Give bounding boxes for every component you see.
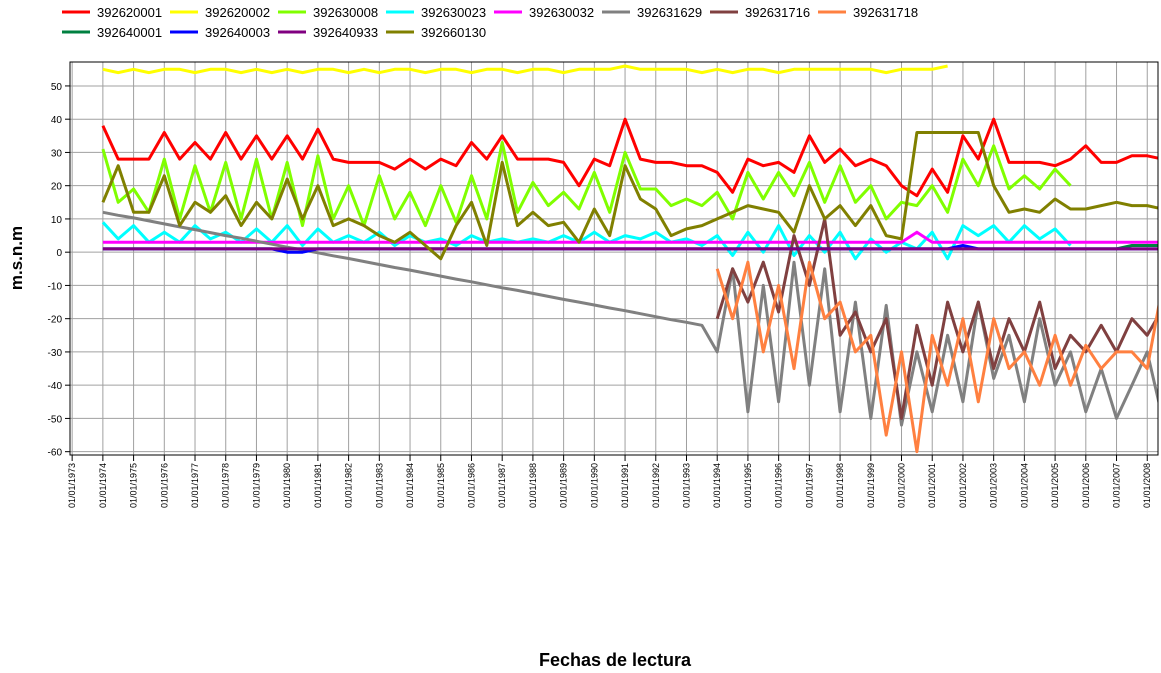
x-tick-label: 01/01/2001 xyxy=(927,463,937,508)
x-tick-label: 01/01/1984 xyxy=(405,463,415,508)
x-tick-label: 01/01/1994 xyxy=(712,463,722,508)
x-tick-label: 01/01/1990 xyxy=(589,463,599,508)
x-tick-label: 01/01/1998 xyxy=(835,463,845,508)
legend-label: 392630032 xyxy=(529,5,594,20)
series-line xyxy=(715,260,1158,454)
legend-label: 392630008 xyxy=(313,5,378,20)
x-tick-label: 01/01/1980 xyxy=(282,463,292,508)
y-tick-label: 0 xyxy=(56,248,62,259)
x-tick-label: 01/01/2007 xyxy=(1112,463,1122,508)
plot-area xyxy=(69,61,1159,456)
x-tick-label: 01/01/1978 xyxy=(221,463,231,508)
legend-label: 392631629 xyxy=(637,5,702,20)
x-tick-label: 01/01/1975 xyxy=(129,463,139,508)
x-tick-label: 01/01/1982 xyxy=(344,463,354,508)
x-tick-label: 01/01/2002 xyxy=(958,463,968,508)
y-tick-label: -10 xyxy=(48,281,63,292)
legend-label: 392620002 xyxy=(205,5,270,20)
x-tick-label: 01/01/1987 xyxy=(497,463,507,508)
y-tick-label: -60 xyxy=(48,448,63,459)
x-tick-label: 01/01/1981 xyxy=(313,463,323,508)
x-tick-label: 01/01/1999 xyxy=(866,463,876,508)
series-line xyxy=(101,221,1072,261)
legend-label: 392640003 xyxy=(205,25,270,40)
series-line xyxy=(101,117,1158,198)
legend-label: 392631718 xyxy=(853,5,918,20)
x-tick-label: 01/01/1989 xyxy=(559,463,569,508)
y-tick-label: -50 xyxy=(48,414,63,425)
legend-label: 392630023 xyxy=(421,5,486,20)
x-tick-label: 01/01/1976 xyxy=(159,463,169,508)
x-tick-label: 01/01/1993 xyxy=(681,463,691,508)
legend-label: 392640933 xyxy=(313,25,378,40)
x-tick-label: 01/01/1985 xyxy=(436,463,446,508)
series-line xyxy=(101,131,1158,261)
x-tick-label: 01/01/1973 xyxy=(67,463,77,508)
x-tick-label: 01/01/1992 xyxy=(651,463,661,508)
x-tick-label: 01/01/1977 xyxy=(190,463,200,508)
y-tick-label: 40 xyxy=(51,115,63,126)
y-tick-label: 30 xyxy=(51,148,63,159)
x-tick-label: 01/01/1991 xyxy=(620,463,630,508)
x-tick-label: 01/01/1983 xyxy=(374,463,384,508)
x-tick-label: 01/01/1996 xyxy=(774,463,784,508)
x-tick-label: 01/01/1988 xyxy=(528,463,538,508)
legend-label: 392620001 xyxy=(97,5,162,20)
y-tick-label: -20 xyxy=(48,315,63,326)
x-tick-label: 01/01/2008 xyxy=(1142,463,1152,508)
x-tick-label: 01/01/1979 xyxy=(251,463,261,508)
y-tick-label: 20 xyxy=(51,182,63,193)
y-tick-label: 10 xyxy=(51,215,63,226)
series-line xyxy=(102,230,1158,244)
x-tick-label: 01/01/1995 xyxy=(743,463,753,508)
y-axis-label: m.s.n.m xyxy=(7,226,26,290)
x-tick-label: 01/01/1974 xyxy=(98,463,108,508)
legend-label: 392640001 xyxy=(97,25,162,40)
legend-label: 392660130 xyxy=(421,25,486,40)
x-tick-label: 01/01/1986 xyxy=(466,463,476,508)
series-line xyxy=(102,64,948,75)
y-tick-label: 50 xyxy=(51,82,63,93)
legend-label: 392631716 xyxy=(745,5,810,20)
x-tick-label: 01/01/1997 xyxy=(804,463,814,508)
x-tick-label: 01/01/2000 xyxy=(897,463,907,508)
y-tick-label: -40 xyxy=(48,381,63,392)
x-axis-label: Fechas de lectura xyxy=(539,650,692,670)
y-tick-label: -30 xyxy=(48,348,63,359)
x-tick-label: 01/01/2003 xyxy=(989,463,999,508)
x-tick-label: 01/01/2004 xyxy=(1019,463,1029,508)
series-line xyxy=(101,141,1072,228)
x-tick-label: 01/01/2006 xyxy=(1081,463,1091,508)
x-tick-label: 01/01/2005 xyxy=(1050,463,1060,508)
